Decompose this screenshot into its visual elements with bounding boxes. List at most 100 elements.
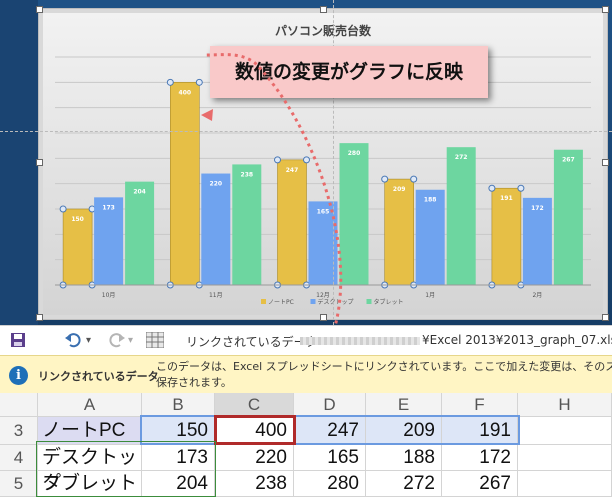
spreadsheet-toolbar: ▾ ▾ リンクされているデータ - ¥Excel 2013¥2013_graph… — [0, 325, 612, 356]
resize-handle[interactable] — [36, 314, 43, 321]
column-header-e[interactable]: E — [366, 393, 442, 417]
legend-swatch — [366, 299, 372, 304]
spreadsheet-grid[interactable]: A B C D E F H 3 ノートPC 150 400 247 209 19… — [0, 393, 612, 499]
data-label: 220 — [210, 181, 223, 188]
resize-handle[interactable] — [602, 6, 609, 13]
cell-e3[interactable]: 209 — [366, 417, 442, 445]
infobar-label: リンクされているデータ — [38, 370, 159, 383]
bar — [277, 159, 307, 286]
bar — [170, 82, 200, 286]
resize-handle[interactable] — [36, 6, 43, 13]
active-cell-border — [214, 415, 296, 445]
callout-text: 数値の変更がグラフに反映 — [234, 61, 463, 83]
series-selection-handle — [195, 78, 203, 86]
data-label: 204 — [133, 189, 146, 196]
cell-h5[interactable] — [518, 471, 612, 497]
chevron-down-icon[interactable]: ▾ — [86, 335, 92, 346]
select-all-corner[interactable] — [0, 393, 38, 417]
info-icon: i — [9, 366, 28, 385]
data-label: 191 — [500, 195, 513, 202]
legend-entry: タブレット — [374, 298, 404, 306]
x-tick-label: 2月 — [532, 292, 542, 299]
data-label: 165 — [317, 208, 330, 215]
bar — [522, 197, 552, 285]
x-tick-label: 12月 — [316, 292, 330, 299]
cell-c4[interactable]: 220 — [215, 445, 294, 471]
column-header-c[interactable]: C — [215, 393, 294, 417]
column-header-h[interactable]: H — [518, 393, 612, 417]
data-label: 209 — [393, 186, 406, 193]
bar — [553, 149, 583, 285]
legend-entry: デスクトップ — [318, 298, 354, 306]
resize-handle[interactable] — [602, 159, 609, 166]
slide-guide-horizontal — [0, 131, 612, 132]
row-header[interactable]: 3 — [0, 417, 38, 445]
undo-icon[interactable] — [64, 332, 82, 350]
bar — [446, 147, 476, 285]
column-header-b[interactable]: B — [142, 393, 215, 417]
cell-d4[interactable]: 165 — [294, 445, 366, 471]
redo-icon[interactable] — [108, 332, 126, 350]
linked-range-outline — [36, 441, 216, 497]
bar — [339, 143, 369, 285]
cell-a3[interactable]: ノートPC — [38, 417, 142, 445]
chart-title: パソコン販売台数 — [275, 23, 372, 38]
column-header-d[interactable]: D — [294, 393, 366, 417]
bar — [232, 164, 262, 285]
data-label: 280 — [348, 150, 361, 157]
window-title: リンクされているデータ - — [186, 335, 326, 349]
cell-b4[interactable]: 173 — [142, 445, 215, 471]
slide-canvas: パソコン販売台数 150 173 204 10月 400 220 238 11月 247 165 28… — [0, 0, 612, 325]
data-label: 188 — [424, 197, 437, 204]
cell-c3[interactable]: 400 — [215, 417, 294, 445]
bar — [415, 189, 445, 285]
data-label: 238 — [241, 171, 254, 178]
series-selection-handle — [381, 175, 389, 183]
resize-handle[interactable] — [320, 6, 327, 13]
legend-entry: ノートPC — [268, 299, 294, 306]
infobar-message-line2: 保存されます。 — [156, 376, 232, 389]
cell-a4[interactable]: デスクトップ — [38, 445, 142, 494]
cell-d3[interactable]: 247 — [294, 417, 366, 445]
legend-swatch — [310, 299, 316, 304]
series-selection-handle — [59, 205, 67, 213]
cell-h4[interactable] — [518, 445, 612, 471]
data-label: 173 — [102, 204, 115, 211]
selection-range-highlight — [140, 415, 520, 445]
cell-e4[interactable]: 188 — [366, 445, 442, 471]
cell-h3[interactable] — [518, 417, 612, 445]
redacted-path — [300, 337, 420, 345]
x-tick-label: 1月 — [425, 292, 435, 299]
x-tick-label: 11月 — [209, 292, 223, 299]
chevron-down-icon[interactable]: ▾ — [128, 335, 134, 346]
save-icon[interactable] — [10, 332, 26, 350]
column-header-f[interactable]: F — [442, 393, 518, 417]
bar — [201, 173, 231, 285]
series-selection-handle — [274, 156, 281, 164]
bar — [491, 187, 522, 286]
column-header-a[interactable]: A — [38, 393, 142, 417]
cell-e5[interactable]: 272 — [366, 471, 442, 497]
cell-c5[interactable]: 238 — [215, 471, 294, 497]
row-header[interactable]: 5 — [0, 471, 38, 497]
x-tick-label: 10月 — [102, 292, 116, 299]
bar — [384, 178, 415, 286]
file-path: ¥Excel 2013¥2013_graph_07.xlsx — [422, 333, 612, 347]
data-label: 400 — [179, 89, 192, 96]
callout-box: 数値の変更がグラフに反映 — [210, 46, 488, 98]
data-label: 150 — [71, 216, 84, 223]
bar — [125, 181, 155, 285]
cell-d5[interactable]: 280 — [294, 471, 366, 497]
resize-handle[interactable] — [602, 314, 609, 321]
resize-handle[interactable] — [320, 314, 327, 321]
resize-handle[interactable] — [36, 159, 43, 166]
cell-f4[interactable]: 172 — [442, 445, 518, 471]
infobar-message-line1: このデータは、Excel スプレッドシートにリンクされています。ここで加えた変更… — [156, 360, 612, 373]
series-selection-handle — [517, 184, 525, 192]
cell-f5[interactable]: 267 — [442, 471, 518, 497]
excel-icon — [145, 331, 165, 350]
infobar-message: このデータは、Excel スプレッドシートにリンクされています。ここで加えた変更… — [156, 359, 612, 391]
row-header[interactable]: 4 — [0, 445, 38, 471]
series-selection-handle — [488, 184, 496, 192]
slide-left-edge — [0, 0, 38, 325]
